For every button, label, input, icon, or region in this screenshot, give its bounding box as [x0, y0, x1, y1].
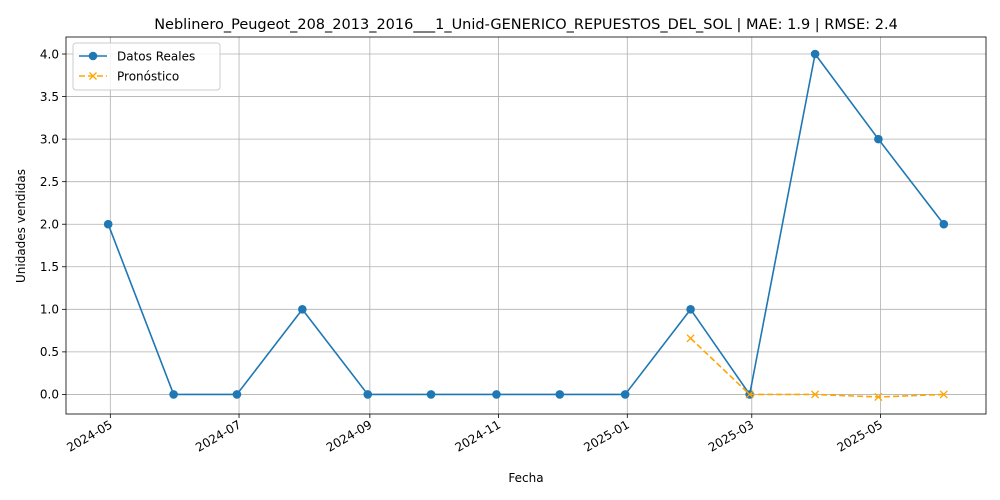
data-point-stroke [745, 390, 754, 399]
data-point-stroke [686, 334, 695, 343]
data-point-stroke [811, 390, 820, 399]
data-point [232, 390, 242, 399]
data-point [426, 390, 436, 399]
data-point [169, 390, 178, 399]
data-point [811, 390, 820, 399]
y-tick-label: 3.0 [40, 132, 59, 146]
data-point [686, 334, 695, 343]
legend-marker-pronostico [89, 72, 97, 80]
y-axis: 0.0 0.5 1.0 1.5 2.0 2.5 3.0 3.5 4.0 [40, 47, 66, 402]
data-point [555, 390, 565, 399]
series-line [107, 53, 945, 396]
y-tick-label: 0.0 [40, 388, 59, 402]
y-tick-label: 2.0 [40, 218, 59, 232]
legend-marker-reales [88, 51, 98, 61]
data-point [939, 390, 948, 399]
legend-box [72, 42, 221, 91]
legend: Datos Reales Pronóstico [72, 42, 221, 91]
data-point [492, 390, 501, 399]
data-point [298, 305, 307, 314]
legend-label-pronostico: Pronóstico [117, 70, 179, 84]
y-tick-label: 0.5 [40, 345, 59, 359]
data-point-stroke [939, 390, 948, 399]
y-tick-label: 3.5 [40, 90, 59, 104]
legend-label-reales: Datos Reales [117, 50, 195, 64]
data-point [363, 390, 373, 399]
data-point [103, 219, 113, 229]
data-point [745, 390, 754, 399]
series-layer [103, 49, 949, 402]
data-point [874, 134, 883, 144]
y-tick-label: 4.0 [40, 47, 59, 61]
data-point [939, 219, 949, 229]
data-point-stroke [874, 392, 883, 402]
y-tick-label: 2.5 [40, 175, 59, 189]
y-tick-label: 1.5 [40, 260, 59, 274]
series-pronostico [686, 334, 948, 402]
y-tick-label: 1.0 [40, 303, 59, 317]
y-axis-title: Unidades vendidas [14, 169, 28, 283]
plot-frame [65, 36, 987, 415]
data-point [620, 390, 630, 399]
data-point [686, 305, 695, 314]
data-point [810, 49, 820, 59]
data-point [874, 392, 883, 402]
x-axis-title: Fecha [508, 471, 543, 485]
chart-title: Neblinero_Peugeot_208_2013_2016___1_Unid… [154, 17, 898, 33]
